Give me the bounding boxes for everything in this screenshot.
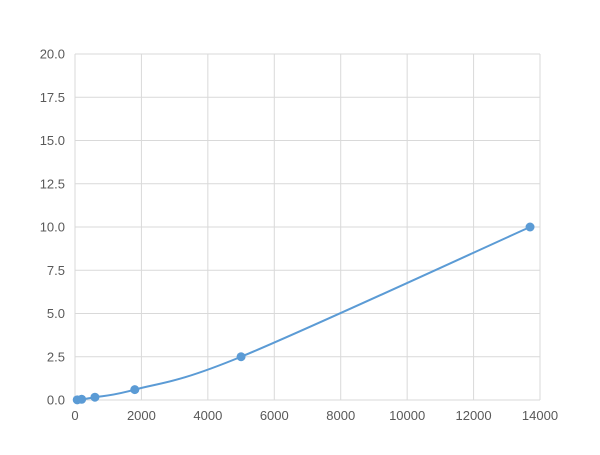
x-tick-label: 12000 [455,408,491,423]
data-point [77,394,87,404]
x-axis-ticks: 0 2000 4000 6000 8000 10000 12000 14000 [71,408,558,423]
x-tick-label: 8000 [326,408,355,423]
x-tick-label: 6000 [260,408,289,423]
y-tick-label: 15.0 [40,133,65,148]
data-point [236,352,246,362]
y-tick-label: 10.0 [40,220,65,235]
y-tick-label: 20.0 [40,47,65,62]
grid [74,53,541,401]
series-points [72,222,535,405]
x-tick-label: 2000 [127,408,156,423]
data-point [90,392,100,402]
y-tick-label: 12.5 [40,176,65,191]
y-tick-label: 17.5 [40,90,65,105]
x-tick-label: 4000 [193,408,222,423]
x-tick-label: 0 [71,408,78,423]
y-tick-label: 5.0 [47,306,65,321]
x-tick-label: 14000 [522,408,558,423]
y-axis-ticks: 0.0 2.5 5.0 7.5 10.0 12.5 15.0 17.5 20.0 [40,47,65,408]
data-point [130,385,140,395]
y-tick-label: 0.0 [47,393,65,408]
y-tick-label: 2.5 [47,349,65,364]
x-tick-label: 10000 [389,408,425,423]
data-point [525,222,535,232]
y-tick-label: 7.5 [47,263,65,278]
